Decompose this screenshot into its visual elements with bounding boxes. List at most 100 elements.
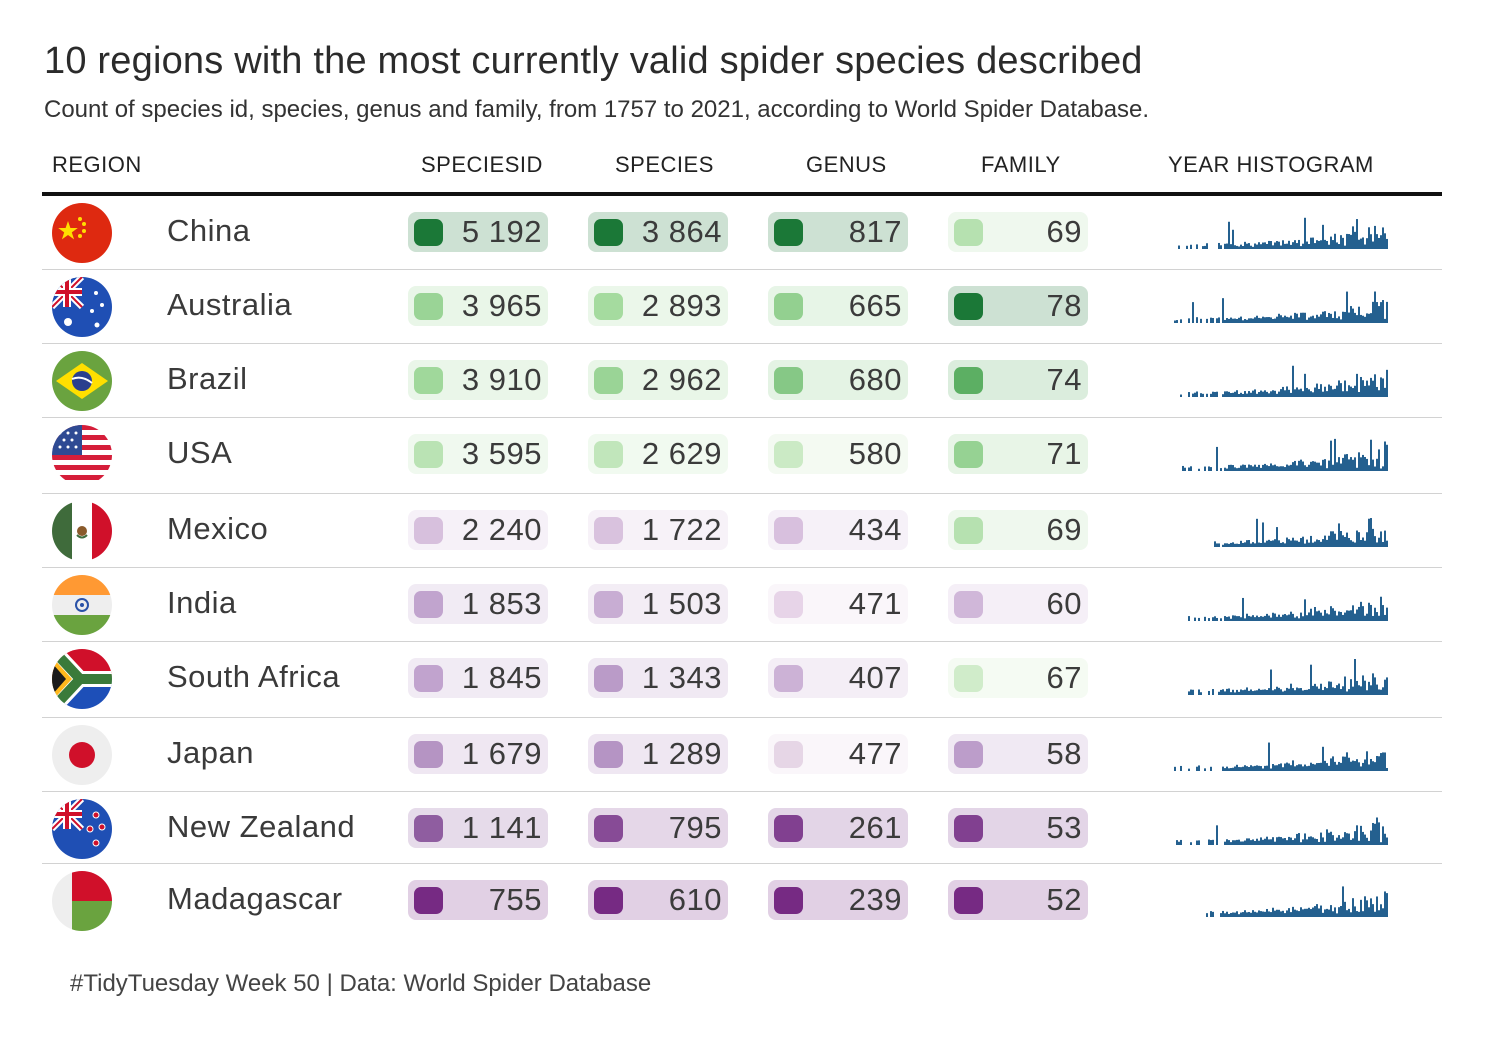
- genus-cell: 434: [768, 510, 908, 550]
- histogram-bar: [1260, 616, 1262, 621]
- histogram-bar: [1236, 616, 1238, 621]
- histogram-bar: [1386, 607, 1388, 621]
- histogram-bar: [1264, 242, 1266, 249]
- family-value: 78: [1046, 288, 1082, 323]
- histogram-bar: [1292, 760, 1294, 771]
- histogram-bar: [1284, 315, 1286, 323]
- histogram-bar: [1304, 465, 1306, 471]
- histogram-bar: [1302, 391, 1304, 397]
- speciesid-swatch: [414, 441, 443, 468]
- table-row: South Africa 1 845 1 343 407 67: [0, 642, 1490, 716]
- family-cell: 69: [948, 510, 1088, 550]
- histogram-bar: [1254, 690, 1256, 695]
- histogram-bar: [1264, 689, 1266, 695]
- histogram-bar: [1330, 236, 1332, 249]
- histogram-bar: [1268, 393, 1270, 397]
- histogram-bar: [1348, 385, 1350, 397]
- histogram-bar: [1212, 911, 1214, 917]
- histogram-bar: [1190, 842, 1192, 845]
- speciesid-swatch: [414, 517, 443, 544]
- histogram-bar: [1330, 313, 1332, 323]
- histogram-bar: [1232, 318, 1234, 323]
- histogram-bar: [1266, 391, 1268, 397]
- histogram-bar: [1308, 765, 1310, 771]
- speciesid-value: 1 141: [461, 810, 542, 845]
- histogram-bar: [1188, 768, 1190, 771]
- region-label: India: [167, 585, 237, 620]
- histogram-bar: [1270, 669, 1272, 695]
- histogram-bar: [1374, 374, 1376, 397]
- histogram-bar: [1326, 539, 1328, 547]
- histogram-bar: [1252, 615, 1254, 621]
- histogram-bar: [1242, 690, 1244, 695]
- histogram-bar: [1312, 763, 1314, 771]
- histogram-bar: [1246, 319, 1248, 323]
- histogram-bar: [1250, 689, 1252, 695]
- histogram-bar: [1288, 688, 1290, 695]
- histogram-bar: [1366, 900, 1368, 917]
- histogram-bar: [1364, 244, 1366, 249]
- histogram-bar: [1204, 768, 1206, 771]
- histogram-bar: [1346, 833, 1348, 845]
- histogram-bar: [1352, 541, 1354, 547]
- histogram-bar: [1330, 681, 1332, 695]
- histogram-bar: [1354, 231, 1356, 249]
- histogram-bar: [1352, 760, 1354, 771]
- histogram-bar: [1348, 689, 1350, 695]
- histogram-bar: [1382, 378, 1384, 397]
- speciesid-cell: 5 192: [408, 212, 548, 252]
- histogram-bar: [1280, 911, 1282, 917]
- histogram-bar: [1232, 767, 1234, 771]
- histogram-bar: [1258, 910, 1260, 917]
- histogram-bar: [1244, 765, 1246, 771]
- histogram-bar: [1328, 909, 1330, 917]
- histogram-bar: [1292, 613, 1294, 621]
- histogram-bar: [1370, 234, 1372, 249]
- histogram-bar: [1356, 609, 1358, 621]
- histogram-bar: [1216, 318, 1218, 323]
- histogram-bar: [1256, 838, 1258, 845]
- histogram-bar: [1298, 764, 1300, 771]
- histogram-bar: [1368, 465, 1370, 471]
- histogram-bar: [1254, 389, 1256, 397]
- column-header-histogram: YEAR HISTOGRAM: [1168, 152, 1374, 177]
- histogram-bar: [1380, 377, 1382, 397]
- histogram-bar: [1314, 387, 1316, 397]
- histogram-bar: [1262, 616, 1264, 621]
- histogram-bar: [1188, 392, 1190, 397]
- histogram-bar: [1222, 544, 1224, 547]
- genus-value: 665: [848, 288, 902, 323]
- histogram-bar: [1342, 756, 1344, 771]
- histogram-bar: [1364, 615, 1366, 621]
- histogram-bar: [1252, 246, 1254, 249]
- species-value: 1 503: [641, 586, 722, 621]
- histogram-bar: [1308, 389, 1310, 397]
- histogram-bar: [1258, 617, 1260, 621]
- histogram-bar: [1374, 911, 1376, 917]
- histogram-bar: [1332, 687, 1334, 695]
- histogram-bar: [1244, 464, 1246, 471]
- histogram-bar: [1196, 766, 1198, 771]
- histogram-bar: [1212, 391, 1214, 397]
- histogram-bar: [1230, 912, 1232, 917]
- histogram-bar: [1362, 237, 1364, 249]
- histogram-bar: [1208, 466, 1210, 471]
- histogram-bar: [1386, 837, 1388, 845]
- histogram-bar: [1382, 300, 1384, 323]
- histogram-bar: [1272, 390, 1274, 397]
- year-histogram: [1174, 291, 1388, 323]
- histogram-bar: [1356, 373, 1358, 397]
- histogram-bar: [1326, 688, 1328, 695]
- histogram-bar: [1386, 369, 1388, 397]
- histogram-bar: [1308, 317, 1310, 323]
- histogram-bar: [1242, 246, 1244, 249]
- histogram-bar: [1310, 237, 1312, 249]
- histogram-bar: [1332, 531, 1334, 547]
- new-zealand-flag-icon: [52, 799, 112, 859]
- histogram-bar: [1386, 893, 1388, 917]
- histogram-bar: [1350, 234, 1352, 249]
- histogram-bar: [1374, 677, 1376, 695]
- histogram-bar: [1308, 612, 1310, 621]
- histogram-bar: [1338, 907, 1340, 917]
- histogram-bar: [1282, 240, 1284, 249]
